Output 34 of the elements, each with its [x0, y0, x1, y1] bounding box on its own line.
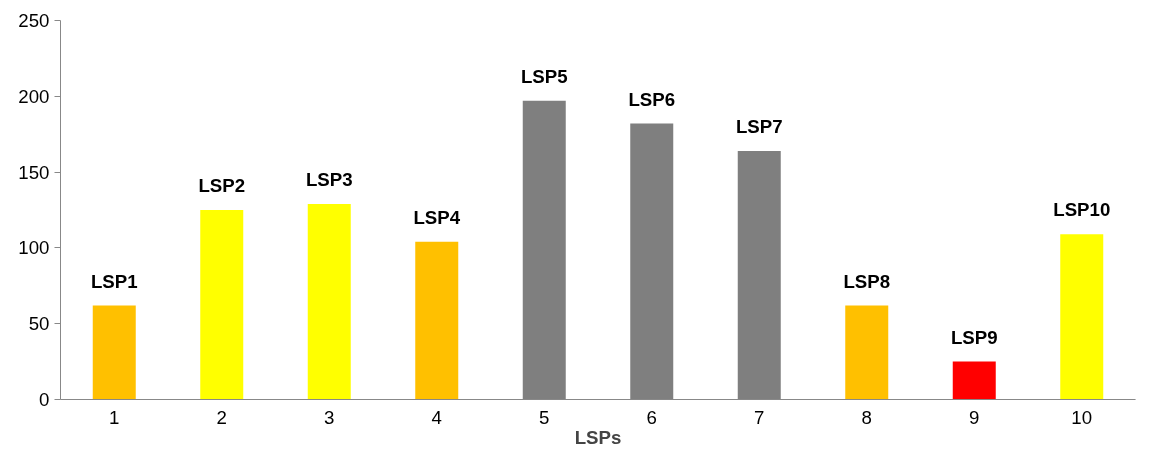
- bar: [92, 305, 136, 400]
- x-tick-label: 3: [324, 406, 335, 428]
- annotation: LSP5: [520, 65, 568, 87]
- annotation: LSP1: [90, 270, 138, 292]
- annotation: LSP9: [950, 326, 998, 348]
- x-tick-label: 9: [969, 406, 980, 428]
- bar: [1060, 234, 1104, 400]
- bar: [952, 361, 996, 400]
- annotation: LSP7: [735, 115, 783, 137]
- annotation: LSP10: [1053, 199, 1111, 221]
- y-tick-label: 50: [28, 313, 50, 335]
- bar: [307, 203, 351, 400]
- x-axis-title: LSPs: [574, 426, 622, 448]
- y-tick-label: 0: [39, 389, 50, 410]
- annotation: LSP3: [305, 168, 353, 190]
- y-tick-label: 100: [18, 237, 50, 259]
- annotation: LSP2: [198, 175, 246, 196]
- bar: [415, 241, 459, 400]
- y-tick-label: 150: [18, 161, 50, 183]
- bar: [845, 305, 889, 400]
- x-tick-label: 5: [539, 406, 550, 428]
- annotation: LSP8: [843, 270, 891, 292]
- annotation: LSP6: [628, 88, 676, 110]
- x-tick-label: 2: [216, 406, 227, 428]
- x-tick-label: 8: [861, 406, 872, 428]
- x-tick-label: 10: [1071, 406, 1093, 428]
- x-tick-label: 4: [431, 406, 442, 428]
- annotation: LSP4: [413, 206, 461, 228]
- bar: [200, 210, 244, 400]
- x-tick-label: 1: [109, 406, 120, 428]
- x-tick-label: 6: [646, 406, 657, 428]
- y-tick-label: 250: [18, 10, 50, 31]
- x-tick-label: 7: [754, 406, 765, 428]
- y-tick-label: 200: [18, 85, 50, 107]
